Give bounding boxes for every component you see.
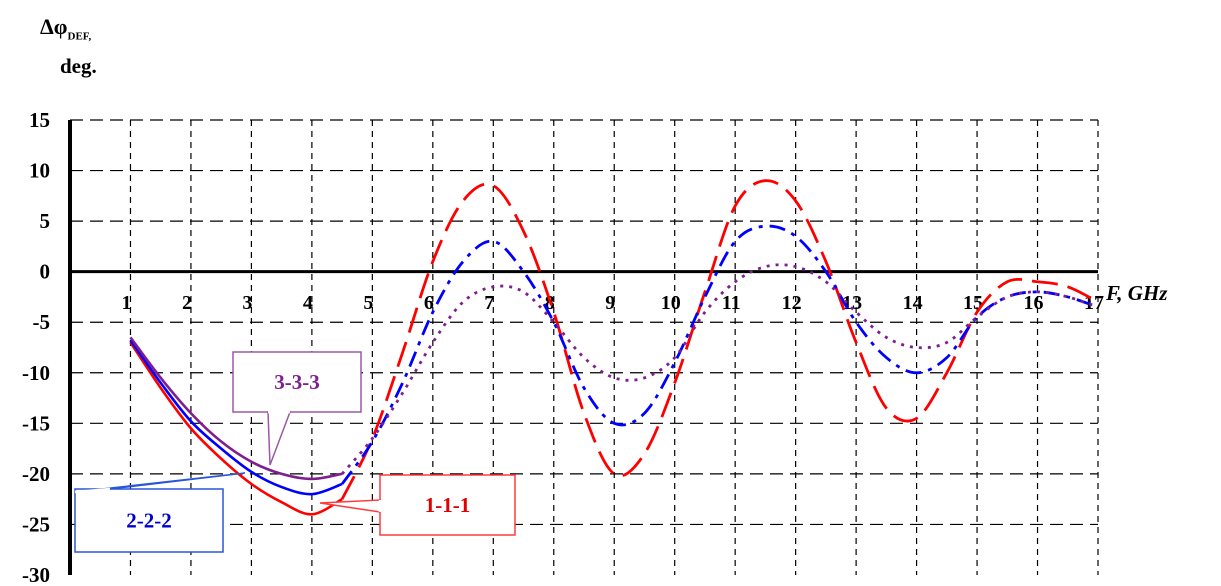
series-line-2-2-2-solid — [129, 339, 343, 496]
y-tick-label: -30 — [22, 563, 50, 586]
x-tick-labels: 1 2 3 4 5 6 7 8 9 10 11 12 13 14 15 16 17 — [121, 292, 1104, 314]
x-axis-label: F, GHz — [1106, 281, 1168, 305]
callout-label: 3-3-3 — [274, 370, 320, 394]
series-line-3-3-3-solid — [129, 336, 343, 481]
x-tick-label: 15 — [963, 292, 983, 314]
x-tick-label: 7 — [484, 292, 494, 314]
x-tick-label: 11 — [722, 292, 741, 314]
callout-box — [232, 351, 362, 413]
series-lines — [129, 179, 1099, 516]
x-tick-label: 12 — [782, 292, 802, 314]
series-line-1-1-1-solid — [129, 341, 343, 516]
x-tick-label: 16 — [1024, 292, 1044, 314]
y-tick-label: -20 — [22, 462, 50, 486]
callout-label: 1-1-1 — [425, 493, 471, 517]
y-tick-label: 5 — [40, 209, 51, 233]
x-tick-label: 2 — [182, 292, 192, 314]
y-tick-label: -10 — [22, 361, 50, 385]
y-axis-subscript: DEF, — [67, 30, 92, 43]
x-tick-label: 1 — [121, 292, 131, 314]
callout-label: 2-2-2 — [126, 509, 172, 533]
y-tick-label: 15 — [29, 108, 50, 132]
x-tick-label: 14 — [903, 292, 923, 314]
axes — [68, 120, 1098, 575]
y-tick-label: -5 — [33, 310, 51, 334]
y-axis-unit: deg. — [60, 54, 97, 78]
y-tick-label: 0 — [40, 260, 51, 284]
x-tick-label: 6 — [424, 292, 434, 314]
series-line-1-1-1 — [340, 179, 1099, 500]
y-tick-label: -15 — [22, 411, 50, 435]
y-tick-label: 10 — [29, 159, 50, 183]
x-tick-label: 3 — [242, 292, 252, 314]
y-tick-labels: 15 10 5 0 -5 -10 -15 -20 -25 -30 — [22, 108, 50, 586]
series-line-2-2-2 — [340, 224, 1099, 485]
callout-pointer-mask — [74, 487, 111, 494]
callout-2-2-2: 2-2-2 — [74, 472, 246, 553]
x-tick-label: 9 — [605, 292, 615, 314]
callout-3-3-3: 3-3-3 — [232, 351, 362, 466]
y-axis-symbol: Δφ — [40, 14, 68, 39]
y-axis-label: ΔφDEF, — [40, 14, 91, 42]
series-line-3-3-3 — [341, 263, 1099, 475]
callout-pointer — [267, 411, 292, 466]
x-tick-label: 5 — [363, 292, 373, 314]
x-tick-label: 4 — [303, 292, 313, 314]
x-tick-label: 10 — [661, 292, 681, 314]
callout-1-1-1: 1-1-1 — [319, 474, 516, 536]
callout-box — [74, 488, 224, 553]
grid-lines — [70, 119, 1099, 575]
y-tick-label: -25 — [22, 512, 50, 536]
callouts: 3-3-3 2-2-2 1-1-1 — [74, 351, 516, 553]
